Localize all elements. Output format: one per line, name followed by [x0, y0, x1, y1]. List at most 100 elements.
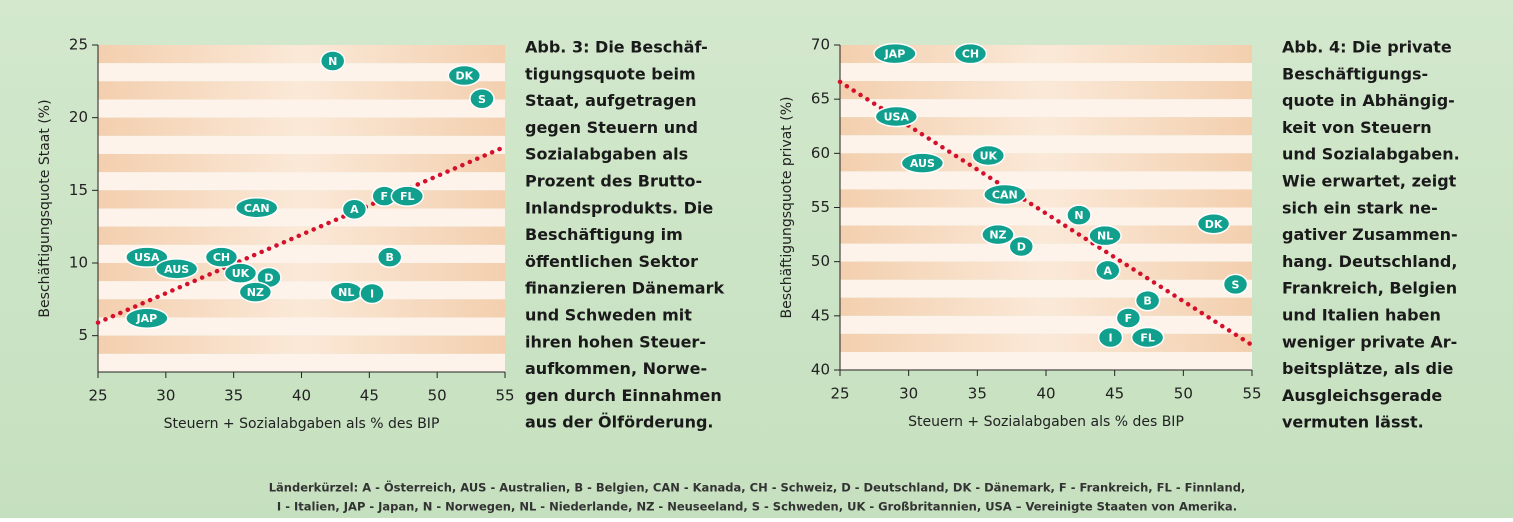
plot-stripe: [98, 135, 505, 154]
data-point: [1097, 326, 1124, 349]
data-point: [223, 262, 258, 284]
point-label: JAP: [884, 48, 906, 61]
caption-line: vermuten lässt.: [1282, 413, 1424, 432]
data-point: [1088, 224, 1122, 247]
caption-line: Prozent des Brutto-: [525, 172, 702, 191]
point-label: B: [1143, 295, 1151, 308]
caption-line: Sozialabgaben als: [525, 145, 688, 164]
plot-stripe: [840, 81, 1252, 100]
caption-line: Staat, aufgetragen: [525, 91, 697, 110]
trend-line: [95, 144, 508, 325]
x-tick-label: 35: [968, 385, 987, 403]
data-point: [319, 50, 346, 72]
point-label: DK: [455, 70, 473, 83]
data-point: [953, 42, 988, 65]
data-point: [1115, 307, 1142, 329]
y-tick-label: 40: [811, 361, 830, 379]
point-label: FL: [1140, 332, 1155, 345]
plot-stripe: [98, 244, 505, 263]
point-label: F: [380, 190, 388, 203]
point-label: I: [370, 288, 374, 301]
point-label: N: [328, 55, 337, 68]
point-label: A: [1104, 264, 1113, 277]
data-point: [154, 258, 199, 280]
caption-line: Abb. 3: Die Beschäf-: [525, 38, 708, 57]
y-tick-label: 65: [811, 90, 830, 108]
plot-stripe: [98, 263, 505, 282]
trend-line: [837, 79, 1255, 348]
x-tick-label: 45: [1105, 385, 1124, 403]
point-label: I: [1108, 332, 1112, 345]
data-point: [125, 307, 169, 329]
y-tick-label: 50: [811, 252, 830, 270]
point-label: A: [350, 203, 359, 216]
caption-line: Wie erwartet, zeigt: [1282, 172, 1457, 191]
data-point: [873, 42, 917, 65]
point-label: USA: [884, 111, 910, 124]
caption-line: sich ein stark ne-: [1282, 198, 1438, 217]
x-tick-label: 55: [1242, 385, 1261, 403]
plot-stripe: [840, 171, 1252, 190]
caption-line: hang. Deutschland,: [1282, 252, 1457, 271]
plot-stripe: [98, 190, 505, 209]
plot-stripe: [840, 117, 1252, 136]
x-tick-label: 25: [88, 387, 107, 405]
point-label: USA: [134, 251, 160, 264]
caption-line: quote in Abhängig-: [1282, 91, 1455, 110]
x-axis-title: Steuern + Sozialabgaben als % des BIP: [908, 414, 1184, 430]
plot-stripe: [840, 63, 1252, 82]
data-point: [1222, 273, 1249, 296]
data-point: [204, 246, 239, 268]
plot-stripe: [840, 207, 1252, 226]
plot-stripe: [98, 45, 505, 64]
plot-stripe: [840, 279, 1252, 298]
point-label: F: [1125, 312, 1133, 325]
point-label: AUS: [910, 157, 935, 170]
point-label: D: [1017, 241, 1026, 254]
footnote-line: I - Italien, JAP - Japan, N - Norwegen, …: [277, 500, 1237, 514]
point-label: S: [1232, 278, 1240, 291]
point-label: S: [478, 93, 486, 106]
data-point: [125, 246, 169, 268]
x-tick-label: 35: [224, 387, 243, 405]
data-point: [1066, 204, 1092, 226]
caption-line: ihren hohen Steuer-: [525, 332, 706, 351]
data-point: [447, 64, 482, 87]
data-point: [1130, 326, 1165, 349]
plot-stripe: [98, 208, 505, 227]
data-point: [1008, 235, 1035, 258]
caption-line: weniger private Ar-: [1282, 332, 1457, 351]
caption-line: Frankreich, Belgien: [1282, 279, 1457, 298]
point-label: CH: [962, 48, 979, 61]
plot-stripe: [840, 351, 1252, 370]
y-tick-label: 15: [69, 181, 88, 199]
plot-stripe: [98, 99, 505, 118]
caption-line: gen durch Einnahmen: [525, 386, 722, 405]
plot-stripe: [98, 117, 505, 136]
data-point: [359, 282, 385, 305]
plot-stripe: [98, 172, 505, 191]
data-point: [238, 281, 273, 303]
data-point: [341, 198, 368, 220]
data-point: [983, 183, 1027, 206]
point-label: NL: [1097, 230, 1113, 243]
footnote-line: Länderkürzel: A - Österreich, AUS - Aust…: [269, 480, 1246, 495]
point-label: B: [385, 251, 393, 264]
data-point: [234, 197, 279, 219]
caption-line: Beschäftigung im: [525, 225, 683, 244]
point-label: NZ: [989, 229, 1006, 242]
caption-line: aufkommen, Norwe-: [525, 359, 707, 378]
y-tick-label: 25: [69, 36, 88, 54]
caption-line: und Sozialabgaben.: [1282, 145, 1460, 164]
plot-stripe: [840, 135, 1252, 154]
plot-stripe: [840, 189, 1252, 208]
caption-line: aus der Ölförderung.: [525, 413, 713, 432]
y-tick-label: 20: [69, 108, 88, 126]
x-tick-label: 50: [428, 387, 447, 405]
data-point: [1134, 289, 1161, 312]
x-tick-label: 25: [830, 385, 849, 403]
plot-stripe: [98, 353, 505, 372]
y-tick-label: 10: [69, 254, 88, 272]
y-tick-label: 55: [811, 198, 830, 216]
